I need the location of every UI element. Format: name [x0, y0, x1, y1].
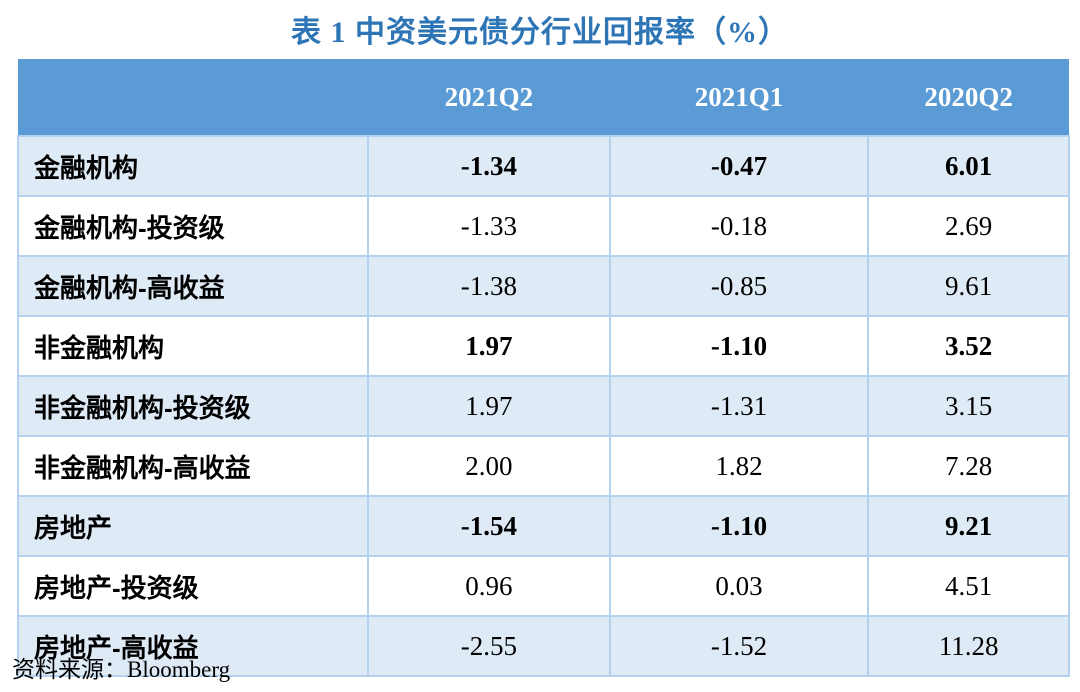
row-label: 非金融机构-投资级	[17, 375, 369, 437]
row-non-financials-high-yield: 非金融机构-高收益 2.00 1.82 7.28	[17, 435, 1070, 497]
sector-returns-table: 2021Q2 2021Q1 2020Q2 金融机构 -1.34 -0.47 6.…	[17, 59, 1070, 677]
cell-2020q2: 7.28	[867, 435, 1070, 497]
row-non-financials-investment-grade: 非金融机构-投资级 1.97 -1.31 3.15	[17, 375, 1070, 437]
cell-2020q2: 9.21	[867, 495, 1070, 557]
row-label: 房地产-投资级	[17, 555, 369, 617]
cell-2021q2: 1.97	[366, 375, 611, 437]
cell-2021q2: 1.97	[366, 315, 611, 377]
cell-2020q2: 11.28	[867, 615, 1070, 677]
row-label: 金融机构-投资级	[17, 195, 369, 257]
cell-2021q1: -1.10	[608, 495, 870, 557]
cell-2021q2: -1.33	[366, 195, 611, 257]
data-source-note: 资料来源：Bloomberg	[12, 657, 231, 682]
row-label: 非金融机构-高收益	[17, 435, 369, 497]
header-row: 2021Q2 2021Q1 2020Q2	[18, 59, 1069, 136]
cell-2021q2: -1.54	[366, 495, 611, 557]
cell-2021q2: -2.55	[366, 615, 611, 677]
header-cell-2020q2: 2020Q2	[868, 59, 1069, 136]
cell-2020q2: 3.52	[867, 315, 1070, 377]
header-cell-2021q2: 2021Q2	[367, 59, 610, 136]
cell-2021q2: -1.34	[366, 135, 611, 197]
cell-2021q1: -0.18	[608, 195, 870, 257]
cell-2021q2: 0.96	[366, 555, 611, 617]
row-label: 房地产	[17, 495, 369, 557]
row-label: 金融机构	[17, 135, 369, 197]
row-financials-high-yield: 金融机构-高收益 -1.38 -0.85 9.61	[17, 255, 1070, 317]
cell-2021q1: -1.31	[608, 375, 870, 437]
row-financials-investment-grade: 金融机构-投资级 -1.33 -0.18 2.69	[17, 195, 1070, 257]
cell-2021q1: -1.10	[608, 315, 870, 377]
cell-2021q2: -1.38	[366, 255, 611, 317]
cell-2020q2: 3.15	[867, 375, 1070, 437]
cell-2021q1: 0.03	[608, 555, 870, 617]
cell-2020q2: 6.01	[867, 135, 1070, 197]
row-label: 房地产-高收益	[17, 615, 369, 677]
cell-2021q1: -1.52	[608, 615, 870, 677]
row-financials: 金融机构 -1.34 -0.47 6.01	[17, 135, 1070, 197]
cell-2020q2: 4.51	[867, 555, 1070, 617]
cell-2021q2: 2.00	[366, 435, 611, 497]
cell-2021q1: -0.85	[608, 255, 870, 317]
row-label: 金融机构-高收益	[17, 255, 369, 317]
cell-2021q1: -0.47	[608, 135, 870, 197]
row-non-financials: 非金融机构 1.97 -1.10 3.52	[17, 315, 1070, 377]
header-cell-blank	[18, 59, 368, 136]
row-property: 房地产 -1.54 -1.10 9.21	[17, 495, 1070, 557]
cell-2020q2: 2.69	[867, 195, 1070, 257]
cell-2021q1: 1.82	[608, 435, 870, 497]
row-label: 非金融机构	[17, 315, 369, 377]
cell-2020q2: 9.61	[867, 255, 1070, 317]
row-property-high-yield: 房地产-高收益 -2.55 -1.52 11.28	[17, 615, 1070, 677]
header-cell-2021q1: 2021Q1	[609, 59, 869, 136]
table-title: 表 1 中资美元债分行业回报率（%）	[291, 16, 789, 49]
row-property-investment-grade: 房地产-投资级 0.96 0.03 4.51	[17, 555, 1070, 617]
